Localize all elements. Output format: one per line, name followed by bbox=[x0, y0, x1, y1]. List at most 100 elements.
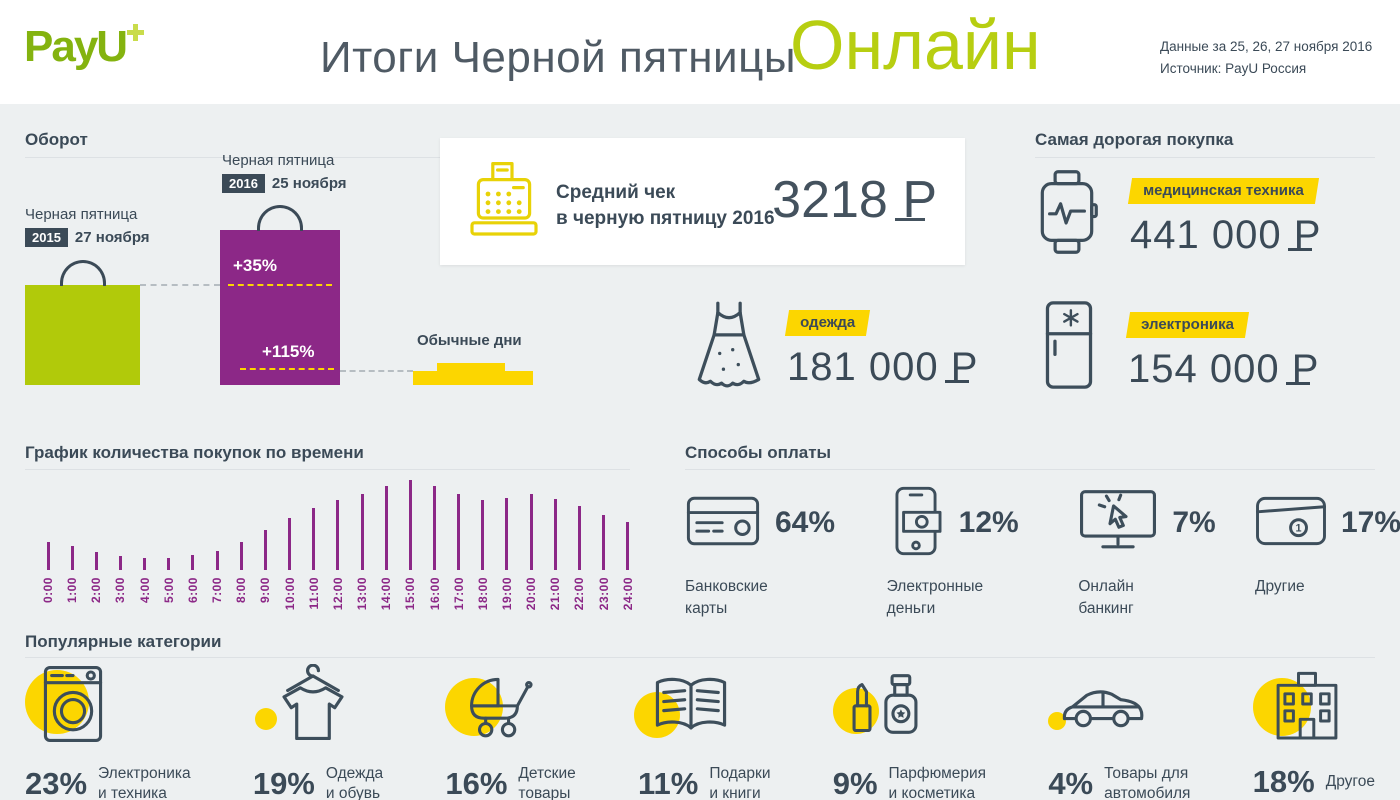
price-value: 154 000 Р bbox=[1128, 347, 1320, 391]
data-period: Данные за 25, 26, 27 ноября 2016 bbox=[1160, 39, 1373, 54]
payu-logo: PayU bbox=[24, 22, 145, 72]
payment-other: 1 17% Другие bbox=[1255, 488, 1400, 619]
cosmetics-icon bbox=[847, 664, 923, 749]
time-bar-label: 23:00 bbox=[596, 577, 611, 611]
time-bar-label: 17:00 bbox=[451, 577, 466, 611]
category-gifts-books: 11% Подарки и книги bbox=[633, 662, 771, 800]
payments-title: Способы оплаты bbox=[685, 443, 832, 462]
time-bar-column: 0:00 bbox=[38, 478, 58, 610]
payment-bank-cards: 64% Банковские карты bbox=[685, 488, 885, 619]
price-value: 181 000 Р bbox=[787, 345, 979, 389]
dress-icon bbox=[690, 298, 768, 399]
phone-money-icon bbox=[887, 485, 945, 562]
category-percentage: 9% bbox=[832, 766, 878, 800]
category-clothes: 19% Одежда и обувь bbox=[253, 662, 383, 800]
page-title-accent: Онлайн bbox=[790, 6, 1041, 84]
time-bar-column: 8:00 bbox=[231, 478, 251, 610]
time-bar bbox=[602, 515, 606, 570]
time-bar bbox=[577, 506, 581, 570]
time-bar-label: 9:00 bbox=[258, 577, 273, 604]
category-percentage: 11% bbox=[637, 766, 699, 800]
payment-label: Электронные деньги bbox=[886, 578, 984, 617]
time-bar-column: 14:00 bbox=[376, 478, 396, 610]
payment-percentage: 17% bbox=[1340, 506, 1400, 539]
time-bar-label: 20:00 bbox=[524, 577, 539, 611]
time-bar-label: 3:00 bbox=[113, 577, 128, 604]
category-electronics: 23% Электроника и техника bbox=[25, 662, 191, 800]
time-bar bbox=[191, 555, 195, 570]
category-label: Подарки и книги bbox=[709, 765, 771, 800]
regular-days-label: Обычные дни bbox=[417, 332, 522, 349]
time-bar-label: 4:00 bbox=[137, 577, 152, 604]
payment-online-banking: 7% Онлайн банкинг bbox=[1078, 488, 1253, 619]
time-bar-column: 6:00 bbox=[183, 478, 203, 610]
category-label: Другое bbox=[1325, 772, 1375, 790]
time-bar-column: 24:00 bbox=[618, 478, 638, 610]
payment-label: Банковские карты bbox=[685, 578, 768, 617]
section-divider bbox=[25, 657, 1375, 658]
bag-handle-icon bbox=[257, 205, 303, 231]
category-percentage: 19% bbox=[252, 766, 315, 800]
time-bar bbox=[94, 552, 98, 570]
time-bar-column: 21:00 bbox=[545, 478, 565, 610]
time-bar bbox=[118, 556, 122, 570]
sweater-icon bbox=[275, 663, 351, 751]
payment-percentage: 64% bbox=[775, 506, 836, 539]
category-label: Детские товары bbox=[518, 765, 576, 800]
time-bar bbox=[167, 558, 171, 570]
average-check-line2: в черную пятницу 2016 bbox=[556, 207, 775, 229]
year-badge-2016: 2016 bbox=[222, 174, 265, 193]
growth-vs-regular: +115% bbox=[262, 342, 315, 361]
bf2015-label: Черная пятница 2015 27 ноября bbox=[25, 206, 150, 247]
category-other: 18% Другое bbox=[1252, 662, 1375, 800]
category-percentage: 16% bbox=[445, 766, 508, 800]
bag-handle-icon bbox=[59, 260, 106, 286]
time-bar-label: 6:00 bbox=[185, 577, 200, 604]
time-bar-column: 4:00 bbox=[135, 478, 155, 610]
category-label: Парфюмерия и косметика bbox=[888, 765, 987, 800]
section-divider bbox=[25, 469, 630, 470]
category-cosmetics: 9% Парфюмерия и косметика bbox=[832, 662, 987, 800]
payment-percentage: 12% bbox=[958, 506, 1019, 539]
book-icon bbox=[652, 674, 730, 745]
popular-categories: 23% Электроника и техника 1 bbox=[25, 662, 1375, 800]
ruble-sign-icon: Р bbox=[1286, 347, 1320, 391]
time-bar-label: 11:00 bbox=[306, 577, 321, 610]
time-bar bbox=[408, 480, 412, 570]
average-check-card: Средний чек в черную пятницу 2016 3218 Р bbox=[440, 138, 965, 265]
time-bar-column: 20:00 bbox=[521, 478, 541, 610]
cash-register-icon bbox=[464, 155, 544, 254]
time-bar bbox=[505, 498, 509, 570]
time-bar bbox=[481, 500, 485, 570]
dashed-connector bbox=[140, 284, 220, 286]
turnover-bar-regular bbox=[413, 371, 533, 385]
time-bar bbox=[215, 551, 219, 570]
time-bar bbox=[70, 546, 74, 570]
fridge-icon bbox=[1040, 300, 1098, 395]
plus-icon bbox=[127, 24, 145, 41]
wallet-icon: 1 bbox=[1255, 493, 1327, 554]
time-bar bbox=[529, 494, 533, 570]
time-chart: 0:00 1:00 2:00 3:00 4:00 5:00 6:00 7:00 8:00 9:00… bbox=[38, 478, 638, 610]
data-source: Источник: PayU Россия bbox=[1160, 60, 1307, 76]
time-bar-column: 2:00 bbox=[86, 478, 106, 610]
bf2016-label: Черная пятница 2016 25 ноября bbox=[222, 152, 347, 193]
category-label: Одежда и обувь bbox=[325, 765, 384, 800]
online-banking-icon bbox=[1078, 488, 1158, 559]
ruble-sign-icon: Р bbox=[895, 171, 937, 229]
smartwatch-icon bbox=[1035, 168, 1099, 261]
payment-methods: 64% Банковские карты 12% bbox=[685, 485, 1400, 619]
average-check-line1: Средний чек bbox=[556, 182, 676, 203]
time-bar-column: 7:00 bbox=[207, 478, 227, 610]
stroller-icon bbox=[461, 666, 535, 749]
turnover-bar-2015 bbox=[25, 260, 140, 385]
dashed-line bbox=[240, 368, 334, 370]
time-bar-label: 18:00 bbox=[475, 577, 490, 611]
time-bar-label: 24:00 bbox=[620, 577, 635, 611]
bf2016-title: Черная пятница bbox=[222, 152, 335, 169]
growth-vs-2015: +35% bbox=[233, 256, 277, 275]
time-bar bbox=[384, 486, 388, 570]
time-bar-column: 5:00 bbox=[159, 478, 179, 610]
time-bar bbox=[457, 494, 461, 570]
category-auto: 4% Товары для автомобиля bbox=[1048, 662, 1190, 800]
